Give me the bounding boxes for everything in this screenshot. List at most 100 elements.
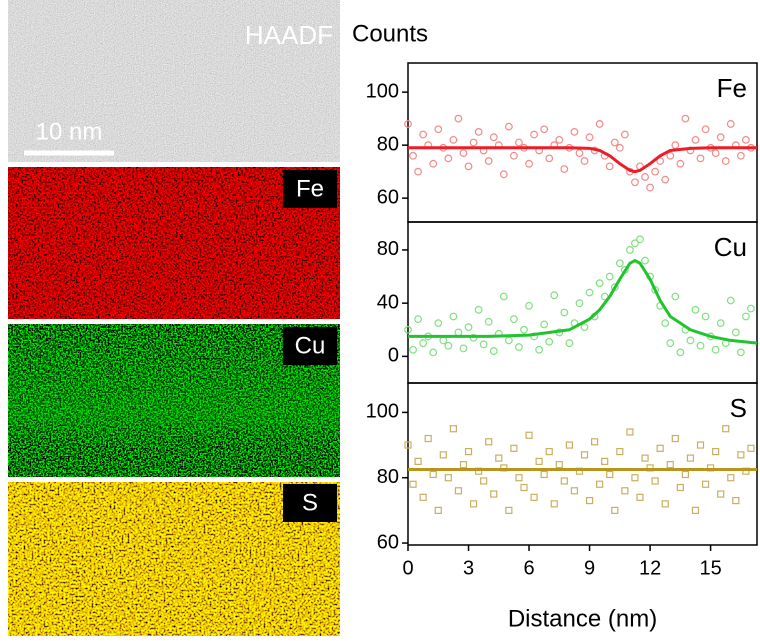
data-point (712, 447, 720, 456)
data-point (525, 159, 533, 168)
data-point (499, 170, 508, 179)
data-point (696, 441, 705, 449)
data-point (409, 480, 417, 488)
data-point (666, 461, 674, 469)
x-tick-label: 6 (523, 557, 534, 579)
data-point (545, 337, 554, 346)
label-box (283, 170, 337, 208)
data-point (414, 315, 422, 324)
data-point (454, 328, 463, 337)
label-box (283, 327, 337, 365)
data-point (641, 256, 649, 265)
data-point (464, 162, 473, 171)
scale-bar-label: 10 nm (36, 118, 103, 145)
data-point (540, 125, 549, 134)
data-point (565, 339, 574, 347)
data-point (575, 299, 584, 308)
data-point (419, 493, 427, 501)
x-tick-label: 12 (639, 557, 661, 579)
data-point (691, 135, 700, 144)
data-point (504, 336, 513, 345)
data-point (489, 347, 498, 355)
data-point (409, 345, 417, 354)
plot-frame (407, 382, 758, 546)
data-point (490, 490, 498, 498)
data-point (726, 120, 735, 128)
data-point (505, 506, 513, 514)
data-point (631, 474, 639, 482)
data-point (716, 133, 725, 142)
data-point (520, 325, 528, 334)
data-point (489, 133, 498, 142)
data-point (585, 496, 594, 505)
data-point (676, 483, 684, 492)
data-point (681, 114, 690, 123)
image-label: S (302, 489, 318, 516)
data-point (651, 477, 659, 485)
data-point (515, 474, 523, 482)
data-point (409, 151, 417, 160)
data-point (626, 428, 634, 436)
data-point (449, 425, 457, 433)
fit-line (408, 146, 757, 174)
data-point (727, 474, 735, 482)
data-point (671, 292, 680, 301)
data-point (474, 127, 483, 136)
data-point (631, 239, 639, 248)
data-point (711, 345, 720, 354)
y-tick-label: 40 (377, 291, 399, 313)
data-point (439, 451, 447, 459)
data-point (434, 125, 443, 134)
data-point (736, 348, 745, 357)
data-point (469, 500, 478, 508)
data-point (535, 345, 544, 354)
data-point (414, 167, 422, 176)
data-point (459, 344, 468, 353)
data-point (605, 272, 614, 281)
x-tick-label: 3 (463, 557, 474, 579)
image-label: Cu (295, 332, 326, 359)
data-point (716, 319, 725, 328)
data-point (560, 477, 568, 485)
data-point (721, 157, 730, 165)
y-tick-label: 60 (377, 531, 399, 553)
data-point (550, 500, 558, 508)
data-point (510, 151, 518, 160)
x-tick-label: 0 (402, 557, 413, 579)
data-point (540, 320, 549, 329)
data-point (681, 470, 689, 479)
image-label: Fe (296, 175, 324, 202)
data-point (454, 114, 463, 123)
data-point (666, 339, 675, 347)
data-point (454, 487, 463, 495)
data-point (565, 441, 573, 449)
data-point (671, 434, 679, 443)
panel-label: Cu (714, 232, 747, 262)
data-point (444, 474, 452, 482)
data-point (464, 447, 473, 456)
data-point (449, 312, 458, 321)
data-point (444, 154, 453, 163)
data-point (666, 151, 675, 160)
data-point (615, 143, 624, 152)
data-point (596, 480, 604, 488)
data-point (711, 149, 720, 158)
data-point (636, 235, 644, 244)
data-point (429, 159, 438, 168)
data-point (510, 444, 518, 452)
image-label: HAADF (245, 20, 333, 50)
data-point (701, 480, 710, 488)
data-point (575, 149, 584, 158)
x-axis-label: Distance (nm) (508, 605, 657, 632)
data-point (449, 135, 458, 144)
data-point (459, 149, 468, 158)
data-point (676, 348, 685, 357)
haadf-image (8, 0, 340, 162)
data-point (550, 291, 559, 300)
data-point (580, 157, 589, 165)
data-point (464, 323, 473, 332)
data-point (585, 288, 594, 297)
data-point (510, 315, 518, 324)
data-point (722, 425, 730, 433)
y-axis-label: Counts (352, 20, 428, 47)
